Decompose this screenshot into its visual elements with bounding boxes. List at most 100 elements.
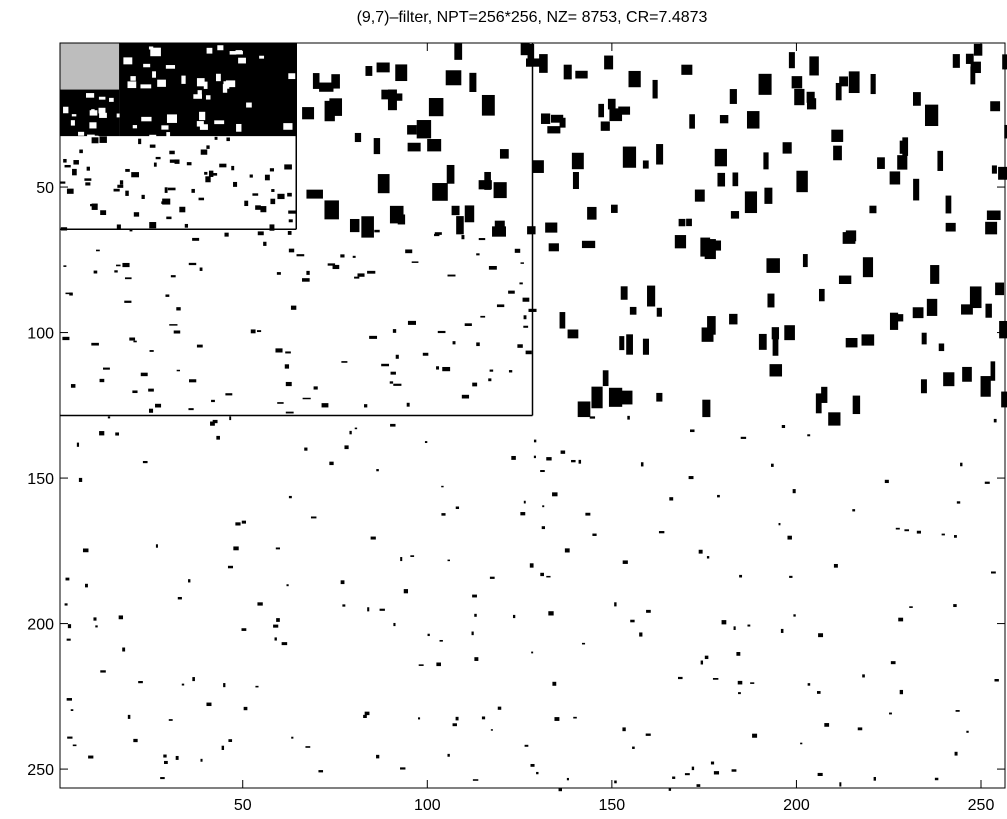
image-region xyxy=(567,778,569,780)
image-region xyxy=(236,50,243,54)
image-region xyxy=(252,193,258,195)
image-region xyxy=(609,108,622,121)
image-region xyxy=(465,323,472,326)
image-region xyxy=(423,353,429,356)
image-region xyxy=(217,45,223,50)
image-region xyxy=(953,54,960,68)
y-tick-label: 100 xyxy=(27,326,54,343)
image-region xyxy=(524,501,526,504)
image-region xyxy=(305,746,310,748)
image-region xyxy=(168,188,176,191)
image-region xyxy=(921,379,927,393)
image-region xyxy=(128,715,131,719)
image-region xyxy=(161,201,168,204)
image-region xyxy=(367,607,369,611)
image-region xyxy=(935,778,938,780)
image-region xyxy=(821,387,827,403)
image-region xyxy=(524,315,527,319)
image-region xyxy=(150,145,156,148)
image-region xyxy=(133,125,137,128)
image-region xyxy=(155,404,161,408)
image-region xyxy=(540,573,544,576)
image-region xyxy=(91,343,99,346)
image-region xyxy=(355,428,357,430)
image-region xyxy=(381,364,389,366)
image-region xyxy=(985,482,990,484)
image-region xyxy=(479,238,485,240)
image-region xyxy=(83,548,88,552)
image-region xyxy=(807,92,815,103)
image-region xyxy=(619,336,624,350)
image-region xyxy=(621,391,632,405)
image-region xyxy=(376,755,379,759)
image-region xyxy=(839,276,851,284)
image-region xyxy=(65,165,71,167)
image-region xyxy=(225,393,232,395)
image-region xyxy=(705,656,709,659)
image-region xyxy=(497,304,504,307)
image-region xyxy=(400,767,405,769)
image-region xyxy=(92,137,99,143)
image-region xyxy=(782,425,785,428)
image-region xyxy=(285,364,289,368)
image-region xyxy=(67,737,72,739)
image-region xyxy=(419,664,424,666)
image-region xyxy=(117,114,120,118)
image-region xyxy=(364,404,367,407)
image-region xyxy=(789,52,795,68)
image-region xyxy=(646,734,651,736)
image-region xyxy=(216,74,221,81)
image-region xyxy=(201,149,208,154)
image-region xyxy=(897,155,907,169)
image-region xyxy=(374,230,379,233)
image-region xyxy=(994,679,998,681)
image-region xyxy=(571,460,576,462)
image-region xyxy=(587,207,596,220)
image-region xyxy=(456,717,459,721)
image-region xyxy=(257,330,261,332)
image-region xyxy=(453,341,456,344)
image-region xyxy=(508,291,515,294)
image-region xyxy=(71,384,75,388)
image-region xyxy=(739,575,742,578)
image-region xyxy=(371,537,376,540)
image-region xyxy=(519,282,522,284)
image-region xyxy=(943,372,954,386)
image-region xyxy=(747,625,750,627)
image-region xyxy=(796,171,807,192)
image-region xyxy=(890,313,898,330)
image-region xyxy=(223,84,227,93)
image-region xyxy=(333,265,340,269)
image-region xyxy=(185,224,188,228)
image-region xyxy=(985,222,997,235)
image-region xyxy=(206,145,209,149)
image-region xyxy=(531,652,533,654)
image-region xyxy=(689,476,694,479)
image-region xyxy=(214,120,224,124)
image-region xyxy=(100,379,105,382)
image-region xyxy=(454,44,462,60)
image-region xyxy=(695,190,705,202)
image-region xyxy=(800,743,802,745)
image-region xyxy=(231,166,234,170)
image-region xyxy=(987,211,1001,221)
image-region xyxy=(547,126,560,133)
image-region xyxy=(818,773,823,776)
image-region xyxy=(244,201,248,206)
image-region xyxy=(391,372,396,375)
image-region xyxy=(446,70,462,85)
image-region xyxy=(154,163,157,167)
image-region xyxy=(119,43,296,136)
image-region xyxy=(179,207,185,213)
image-region xyxy=(626,334,633,354)
image-region xyxy=(536,772,538,774)
image-region xyxy=(192,238,199,241)
image-region xyxy=(99,431,104,435)
image-region xyxy=(472,595,477,598)
image-region xyxy=(525,745,529,747)
image-region xyxy=(476,342,480,346)
image-region xyxy=(149,135,156,139)
image-region xyxy=(200,268,203,271)
image-region xyxy=(476,253,479,255)
image-region xyxy=(523,298,530,302)
